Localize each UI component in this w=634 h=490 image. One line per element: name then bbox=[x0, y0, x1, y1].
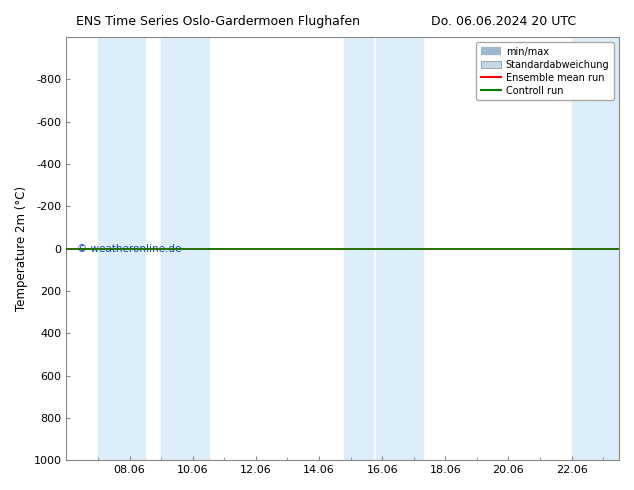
Text: Do. 06.06.2024 20 UTC: Do. 06.06.2024 20 UTC bbox=[431, 15, 576, 28]
Bar bbox=[98, 37, 145, 460]
Text: © weatheronline.de: © weatheronline.de bbox=[77, 244, 182, 254]
Bar bbox=[161, 37, 209, 460]
Bar bbox=[344, 37, 373, 460]
Y-axis label: Temperature 2m (°C): Temperature 2m (°C) bbox=[15, 186, 28, 311]
Legend: min/max, Standardabweichung, Ensemble mean run, Controll run: min/max, Standardabweichung, Ensemble me… bbox=[477, 42, 614, 100]
Bar bbox=[376, 37, 424, 460]
Bar bbox=[572, 37, 619, 460]
Text: ENS Time Series Oslo-Gardermoen Flughafen: ENS Time Series Oslo-Gardermoen Flughafe… bbox=[76, 15, 360, 28]
